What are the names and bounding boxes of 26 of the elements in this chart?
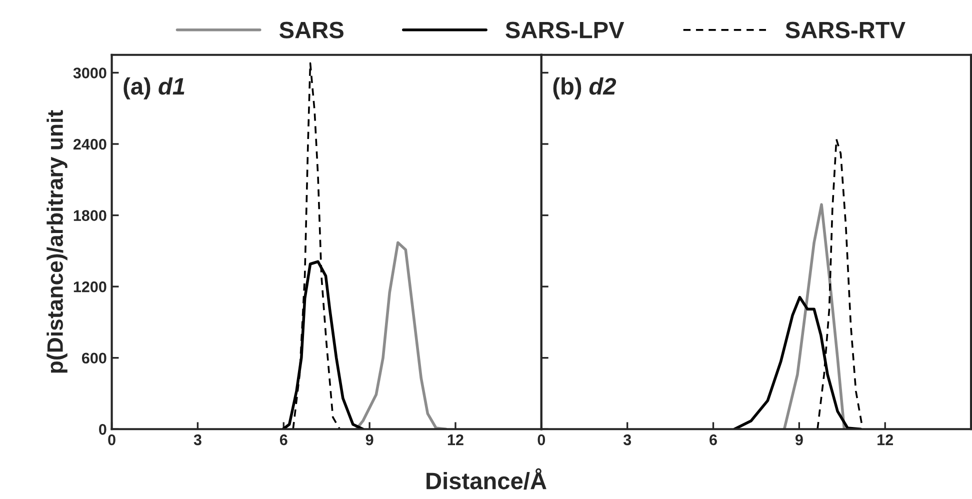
annotation: d1: [158, 77, 184, 95]
y-tick-label: 600: [82, 352, 106, 364]
x-tick-label: 3: [194, 434, 202, 446]
x-tick-label: 0: [108, 434, 116, 446]
x-tick-label: 6: [710, 434, 717, 446]
x-tick-label: 3: [623, 434, 632, 446]
line-series: [354, 241, 448, 430]
x-tick-label: 9: [366, 434, 374, 446]
legend-label: SARS: [279, 22, 344, 38]
y-tick-label: 1800: [74, 210, 106, 221]
x-axis-title: Distance/Å: [426, 468, 546, 490]
annotation: (a): [124, 77, 150, 100]
y-tick-label: 0: [99, 424, 106, 435]
annotation: d2: [589, 77, 616, 95]
x-tick-label: 6: [280, 434, 288, 446]
x-tick-label: 0: [538, 434, 546, 446]
x-tick-label: 12: [448, 434, 464, 446]
y-tick-label: 2400: [73, 138, 106, 150]
legend-label: SARS-LPV: [506, 22, 624, 38]
y-axis-title: p(Distance)/arbitrary unit: [46, 110, 68, 373]
y-tick-label: 3000: [73, 68, 106, 78]
legend-label: SARS-RTV: [786, 22, 906, 38]
annotation: (b): [553, 77, 582, 100]
x-tick-label: 9: [795, 434, 803, 446]
y-tick-label: 1200: [74, 281, 106, 292]
x-tick-label: 12: [878, 434, 893, 446]
